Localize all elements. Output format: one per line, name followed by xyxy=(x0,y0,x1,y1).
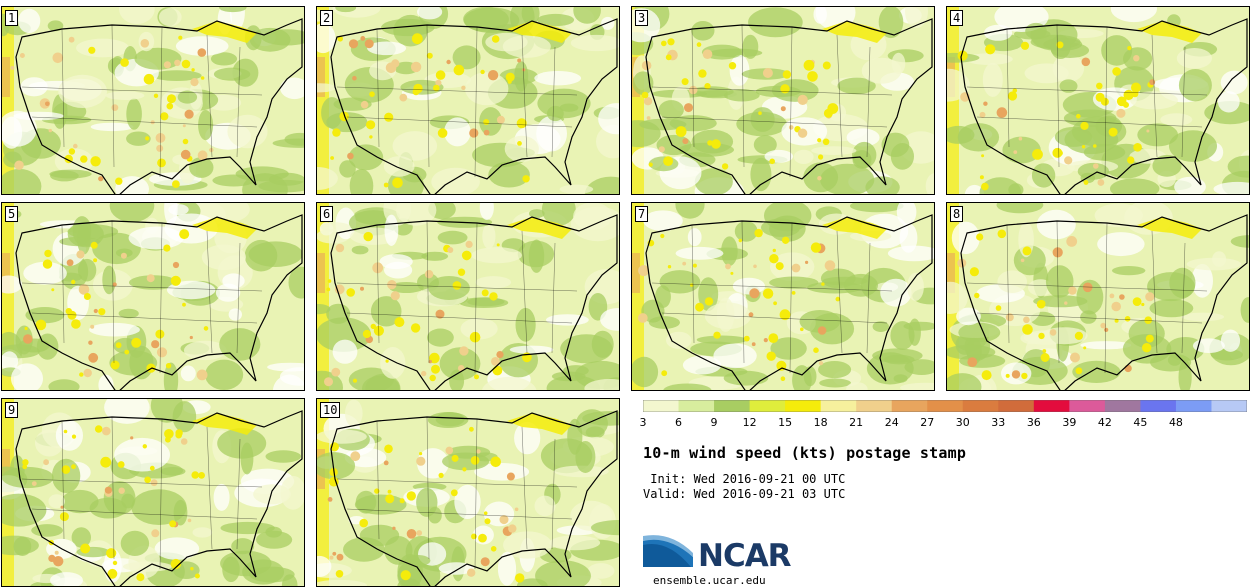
member-label: 2 xyxy=(320,10,334,26)
member-label: 5 xyxy=(5,206,19,222)
map-panel-2: 2 xyxy=(316,6,620,195)
member-label: 9 xyxy=(5,402,19,418)
colorbar-tick-label: 15 xyxy=(778,416,793,429)
map-canvas xyxy=(317,7,619,194)
member-label: 3 xyxy=(635,10,649,26)
colorbar-tick-label: 3 xyxy=(639,416,647,429)
map-canvas xyxy=(317,399,619,586)
map-panel-8: 8 xyxy=(946,202,1250,391)
colorbar-segment xyxy=(927,400,964,412)
member-label: 8 xyxy=(950,206,964,222)
map-canvas xyxy=(2,203,304,390)
map-canvas xyxy=(2,399,304,586)
colorbar-segment xyxy=(1033,400,1070,412)
member-label: 7 xyxy=(635,206,649,222)
colorbar-tick-label: 30 xyxy=(955,416,970,429)
colorbar-tick-label: 18 xyxy=(813,416,828,429)
colorbar-tick-label: 6 xyxy=(675,416,683,429)
colorbar-segment xyxy=(678,400,715,412)
member-label: 1 xyxy=(5,10,19,26)
colorbar-segment xyxy=(856,400,893,412)
colorbar-segment xyxy=(749,400,786,412)
website-link[interactable]: ensemble.ucar.edu xyxy=(653,574,766,587)
colorbar-segment xyxy=(998,400,1035,412)
map-canvas xyxy=(632,203,934,390)
colorbar-tick-label: 27 xyxy=(920,416,935,429)
colorbar-segment xyxy=(1140,400,1177,412)
member-label: 4 xyxy=(950,10,964,26)
colorbar-tick-label: 21 xyxy=(849,416,864,429)
logo-text: NCAR xyxy=(698,538,792,574)
colorbar-segment xyxy=(714,400,751,412)
map-panel-9: 9 xyxy=(1,398,305,587)
colorbar-segment xyxy=(1069,400,1106,412)
init-time: Init: Wed 2016-09-21 00 UTC xyxy=(643,472,846,486)
colorbar-tick-label: 24 xyxy=(884,416,899,429)
colorbar-tick-label: 39 xyxy=(1062,416,1077,429)
colorbar-tick-label: 45 xyxy=(1133,416,1148,429)
colorbar-segment xyxy=(785,400,822,412)
colorbar-tick-label: 36 xyxy=(1026,416,1041,429)
colorbar-tick-label: 42 xyxy=(1097,416,1112,429)
colorbar-segment xyxy=(1104,400,1141,412)
map-panel-3: 3 xyxy=(631,6,935,195)
colorbar-tick-label: 33 xyxy=(991,416,1006,429)
map-panel-5: 5 xyxy=(1,202,305,391)
map-canvas xyxy=(2,7,304,194)
colorbar-tick-label: 48 xyxy=(1168,416,1183,429)
map-panel-7: 7 xyxy=(631,202,935,391)
colorbar-segment xyxy=(1211,400,1247,412)
map-panel-6: 6 xyxy=(316,202,620,391)
member-label: 6 xyxy=(320,206,334,222)
colorbar-segment xyxy=(891,400,928,412)
map-canvas xyxy=(317,203,619,390)
map-panel-10: 10 xyxy=(316,398,620,587)
map-canvas xyxy=(632,7,934,194)
colorbar-segment xyxy=(820,400,857,412)
member-label: 10 xyxy=(320,402,341,418)
valid-time: Valid: Wed 2016-09-21 03 UTC xyxy=(643,487,846,501)
colorbar-segment xyxy=(1175,400,1212,412)
colorbar xyxy=(643,400,1247,412)
map-canvas xyxy=(947,7,1249,194)
colorbar-tick-label: 12 xyxy=(742,416,757,429)
map-panel-4: 4 xyxy=(946,6,1250,195)
colorbar-segment xyxy=(962,400,999,412)
map-panel-1: 1 xyxy=(1,6,305,195)
ncar-logo-icon xyxy=(643,535,693,567)
colorbar-tick-label: 9 xyxy=(710,416,718,429)
map-canvas xyxy=(947,203,1249,390)
colorbar-segment xyxy=(643,400,680,412)
page-title: 10-m wind speed (kts) postage stamp xyxy=(643,444,967,462)
